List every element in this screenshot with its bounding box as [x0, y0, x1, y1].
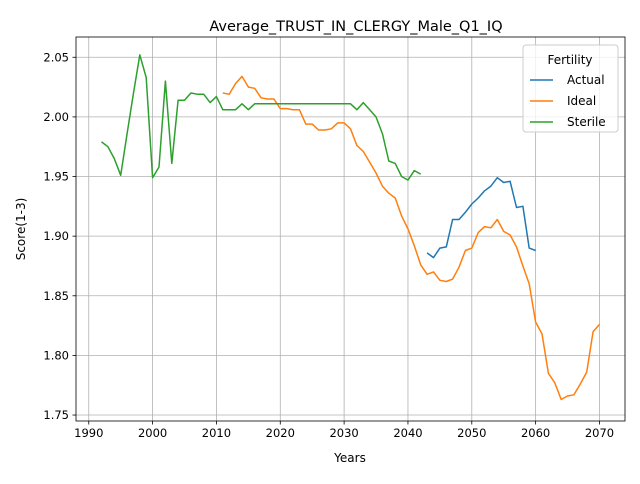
y-tick-label: 1.85: [43, 289, 69, 303]
plot-area-frame: [75, 36, 626, 422]
x-tick-label: 2020: [266, 426, 295, 440]
x-axis-label: Years: [333, 451, 366, 465]
legend: Fertility Actual Ideal Sterile: [522, 44, 619, 133]
y-tick-label: 2.05: [43, 50, 69, 64]
legend-label-actual: Actual: [567, 73, 605, 87]
legend-title: Fertility: [547, 53, 592, 67]
x-tick-label: 1990: [74, 426, 103, 440]
series-lines: [101, 54, 601, 401]
axis-ticks: 1990 2000 2010 2020 2030 2040 2050 2060 2070 1.75…: [43, 50, 614, 440]
y-tick-label: 1.95: [43, 170, 69, 184]
y-tick-label: 1.75: [43, 408, 69, 422]
legend-label-sterile: Sterile: [567, 115, 606, 129]
y-axis-label: Score(1-3): [14, 198, 28, 261]
x-tick-label: 2000: [138, 426, 167, 440]
legend-box: [522, 44, 619, 133]
x-tick-label: 2040: [393, 426, 422, 440]
y-tick-label: 1.80: [43, 348, 69, 362]
x-tick-label: 2050: [457, 426, 486, 440]
x-tick-label: 2010: [202, 426, 231, 440]
chart-title: Average_TRUST_IN_CLERGY_Male_Q1_IQ: [209, 19, 502, 35]
y-tick-label: 1.90: [43, 229, 69, 243]
x-tick-label: 2070: [585, 426, 614, 440]
x-tick-label: 2060: [521, 426, 550, 440]
series-line-sterile: [101, 54, 422, 181]
series-line-actual: [426, 176, 536, 259]
legend-label-ideal: Ideal: [567, 94, 596, 108]
x-tick-label: 2030: [329, 426, 358, 440]
series-line-ideal: [222, 75, 601, 401]
y-tick-label: 2.00: [43, 110, 69, 124]
